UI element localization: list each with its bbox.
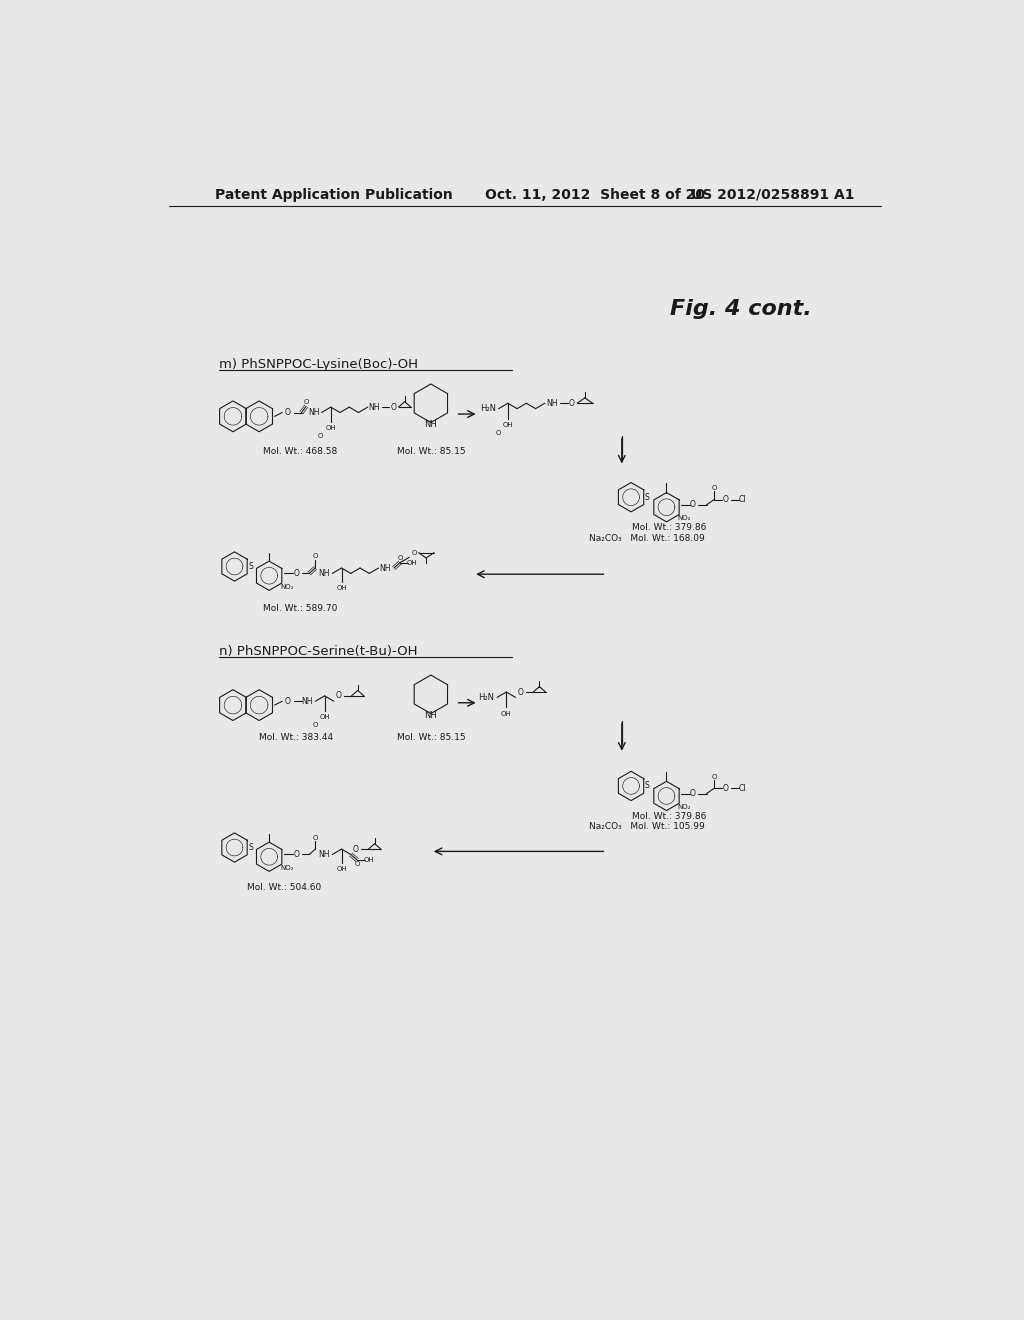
Text: OH: OH (319, 714, 330, 721)
Text: S: S (645, 492, 649, 502)
Text: Mol. Wt.: 85.15: Mol. Wt.: 85.15 (396, 733, 465, 742)
Text: O: O (294, 569, 300, 578)
Text: OH: OH (501, 710, 512, 717)
Text: O: O (354, 862, 359, 867)
Text: NH: NH (380, 564, 391, 573)
Text: O: O (318, 433, 324, 438)
Text: Na₂CO₃   Mol. Wt.: 105.99: Na₂CO₃ Mol. Wt.: 105.99 (589, 822, 705, 832)
Text: Mol. Wt.: 85.15: Mol. Wt.: 85.15 (396, 446, 465, 455)
Text: OH: OH (408, 560, 418, 566)
Text: NH: NH (308, 408, 319, 417)
Text: NH: NH (425, 420, 437, 429)
Text: O: O (312, 722, 318, 729)
Text: US 2012/0258891 A1: US 2012/0258891 A1 (691, 187, 854, 202)
Text: m) PhSNPPOC-Lysine(Boc)-OH: m) PhSNPPOC-Lysine(Boc)-OH (219, 358, 418, 371)
Text: O: O (412, 549, 417, 556)
Text: O: O (303, 399, 309, 405)
Text: Oct. 11, 2012  Sheet 8 of 20: Oct. 11, 2012 Sheet 8 of 20 (484, 187, 705, 202)
Text: OH: OH (503, 422, 513, 428)
Text: Mol. Wt.: 379.86: Mol. Wt.: 379.86 (633, 812, 707, 821)
Text: NH: NH (425, 711, 437, 721)
Text: H₂N: H₂N (480, 404, 496, 413)
Text: NO₂: NO₂ (678, 804, 691, 809)
Text: O: O (723, 784, 729, 793)
Text: O: O (397, 554, 402, 561)
Text: O: O (285, 697, 291, 706)
Text: OH: OH (364, 857, 375, 863)
Text: NH: NH (318, 850, 330, 859)
Text: O: O (294, 850, 300, 859)
Text: H₂N: H₂N (478, 693, 495, 702)
Text: Mol. Wt.: 468.58: Mol. Wt.: 468.58 (263, 446, 337, 455)
Text: O: O (712, 774, 717, 780)
Text: O: O (312, 834, 318, 841)
Text: Mol. Wt.: 504.60: Mol. Wt.: 504.60 (248, 883, 322, 892)
Text: S: S (248, 562, 253, 572)
Text: NO₂: NO₂ (281, 583, 294, 590)
Text: NH: NH (546, 399, 557, 408)
Text: n) PhSNPPOC-Serine(t-Bu)-OH: n) PhSNPPOC-Serine(t-Bu)-OH (219, 644, 418, 657)
Text: OH: OH (336, 585, 347, 591)
Text: NH: NH (301, 697, 312, 706)
Text: Fig. 4 cont.: Fig. 4 cont. (670, 298, 811, 318)
Text: O: O (517, 688, 523, 697)
Text: Cl: Cl (739, 495, 746, 504)
Text: O: O (723, 495, 729, 504)
Text: Patent Application Publication: Patent Application Publication (215, 187, 453, 202)
Text: O: O (285, 408, 291, 417)
Text: Mol. Wt.: 589.70: Mol. Wt.: 589.70 (263, 605, 337, 614)
Text: Cl: Cl (739, 784, 746, 793)
Text: OH: OH (336, 866, 347, 873)
Text: O: O (690, 789, 695, 799)
Text: Mol. Wt.: 379.86: Mol. Wt.: 379.86 (633, 524, 707, 532)
Text: Na₂CO₃   Mol. Wt.: 168.09: Na₂CO₃ Mol. Wt.: 168.09 (589, 533, 705, 543)
Text: NO₂: NO₂ (678, 515, 691, 521)
Text: S: S (248, 843, 253, 851)
Text: S: S (645, 781, 649, 791)
Text: O: O (336, 692, 341, 701)
Text: O: O (496, 429, 502, 436)
Text: O: O (712, 484, 717, 491)
Text: NH: NH (318, 569, 330, 578)
Text: O: O (690, 500, 695, 510)
Text: O: O (352, 845, 358, 854)
Text: OH: OH (326, 425, 336, 430)
Text: Mol. Wt.: 383.44: Mol. Wt.: 383.44 (259, 733, 333, 742)
Text: O: O (569, 399, 574, 408)
Text: O: O (390, 403, 396, 412)
Text: NO₂: NO₂ (281, 865, 294, 871)
Text: O: O (312, 553, 318, 560)
Text: NH: NH (369, 403, 380, 412)
